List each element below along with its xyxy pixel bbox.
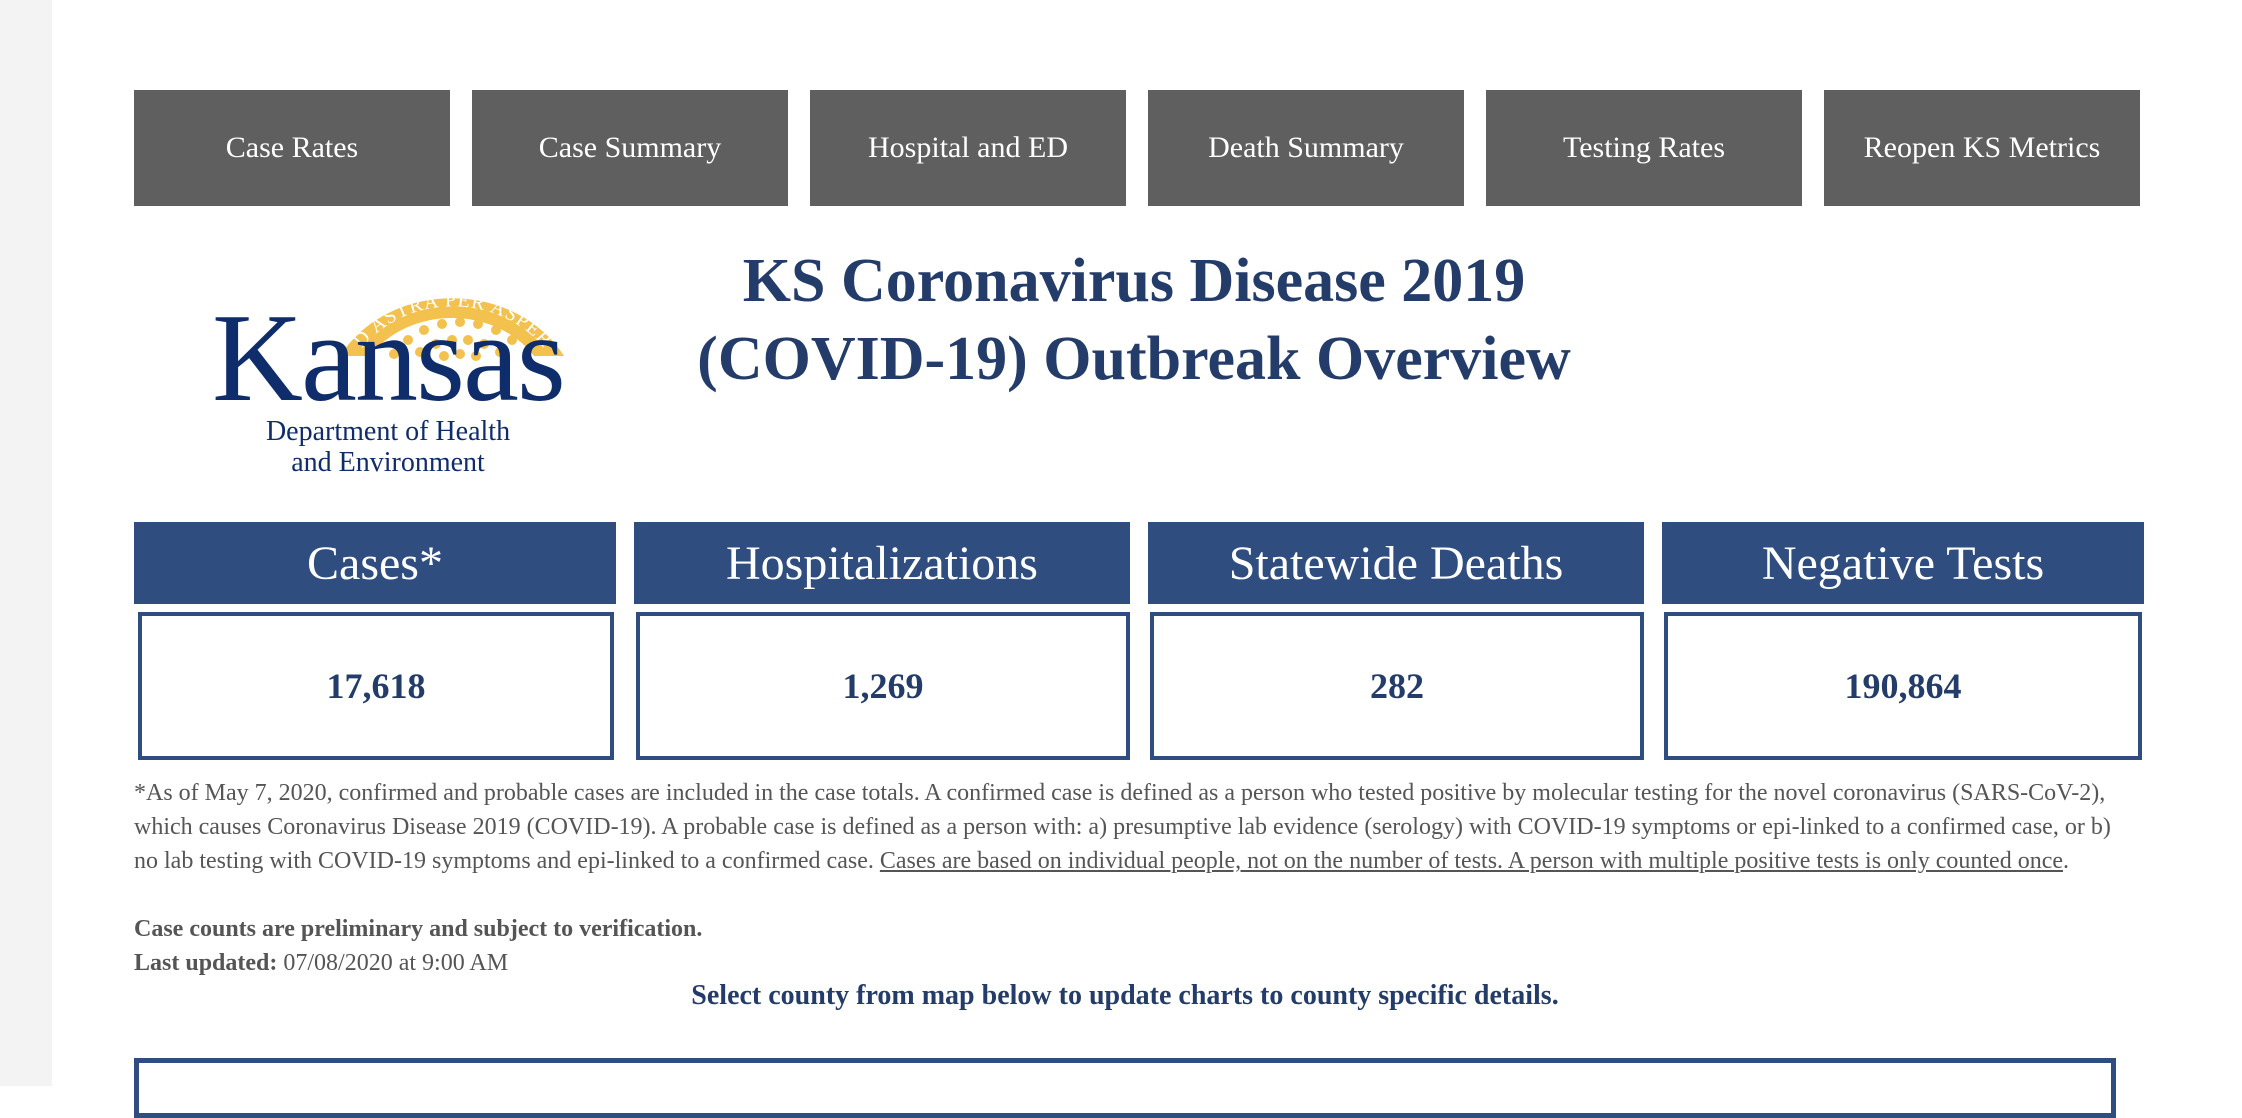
tab-testing-rates[interactable]: Testing Rates — [1486, 90, 1802, 206]
page-title-line1: KS Coronavirus Disease 2019 — [742, 247, 1526, 315]
stat-value-cases: 17,618 — [138, 612, 614, 760]
motto-arc-icon: AD ASTRA PER ASPERA — [208, 244, 564, 361]
logo-subtitle-line2: and Environment — [291, 447, 485, 478]
stat-value-negative-tests: 190,864 — [1664, 612, 2142, 760]
stat-header-deaths: Statewide Deaths — [1148, 522, 1644, 604]
tab-case-summary[interactable]: Case Summary — [472, 90, 788, 206]
stat-header-cases: Cases* — [134, 522, 616, 604]
note-text: *As of May 7, 2020, confirmed and probab… — [134, 780, 2111, 874]
county-map-frame[interactable] — [134, 1058, 2116, 1118]
tab-death-summary[interactable]: Death Summary — [1148, 90, 1464, 206]
stat-value-deaths: 282 — [1150, 612, 1644, 760]
map-instruction: Select county from map below to update c… — [691, 980, 1559, 1011]
page-title-line2: (COVID-19) Outbreak Overview — [697, 325, 1571, 393]
note-end: . — [2063, 848, 2069, 874]
stat-header-hospitalizations: Hospitalizations — [634, 522, 1130, 604]
case-definition-note: *As of May 7, 2020, confirmed and probab… — [134, 776, 2116, 878]
last-updated-value: 07/08/2020 at 9:00 AM — [277, 950, 509, 976]
logo-subtitle-line1: Department of Health — [265, 416, 511, 447]
stat-value-hospitalizations: 1,269 — [636, 612, 1130, 760]
stat-header-negative-tests: Negative Tests — [1662, 522, 2144, 604]
kdhe-logo: AD ASTRA PER ASPERA — [208, 244, 568, 484]
logo-wordmark: Kansas — [212, 289, 566, 428]
tab-reopen-ks-metrics[interactable]: Reopen KS Metrics — [1824, 90, 2140, 206]
tab-case-rates[interactable]: Case Rates — [134, 90, 450, 206]
nav-tabs: Case Rates Case Summary Hospital and ED … — [134, 90, 2140, 206]
left-gutter — [0, 0, 52, 1086]
page-title: KS Coronavirus Disease 2019 (COVID-19) O… — [634, 242, 1634, 398]
counting-link[interactable]: Cases are based on individual people, no… — [879, 848, 2063, 874]
tab-hospital-and-ed[interactable]: Hospital and ED — [810, 90, 1126, 206]
last-updated: Last updated: 07/08/2020 at 9:00 AM — [134, 946, 508, 980]
dashboard-page: Case Rates Case Summary Hospital and ED … — [134, 0, 2144, 1118]
logo-subtitle: Department of Health and Environment — [208, 416, 568, 478]
preliminary-notice: Case counts are preliminary and subject … — [134, 916, 703, 942]
last-updated-label: Last updated: — [134, 950, 278, 976]
